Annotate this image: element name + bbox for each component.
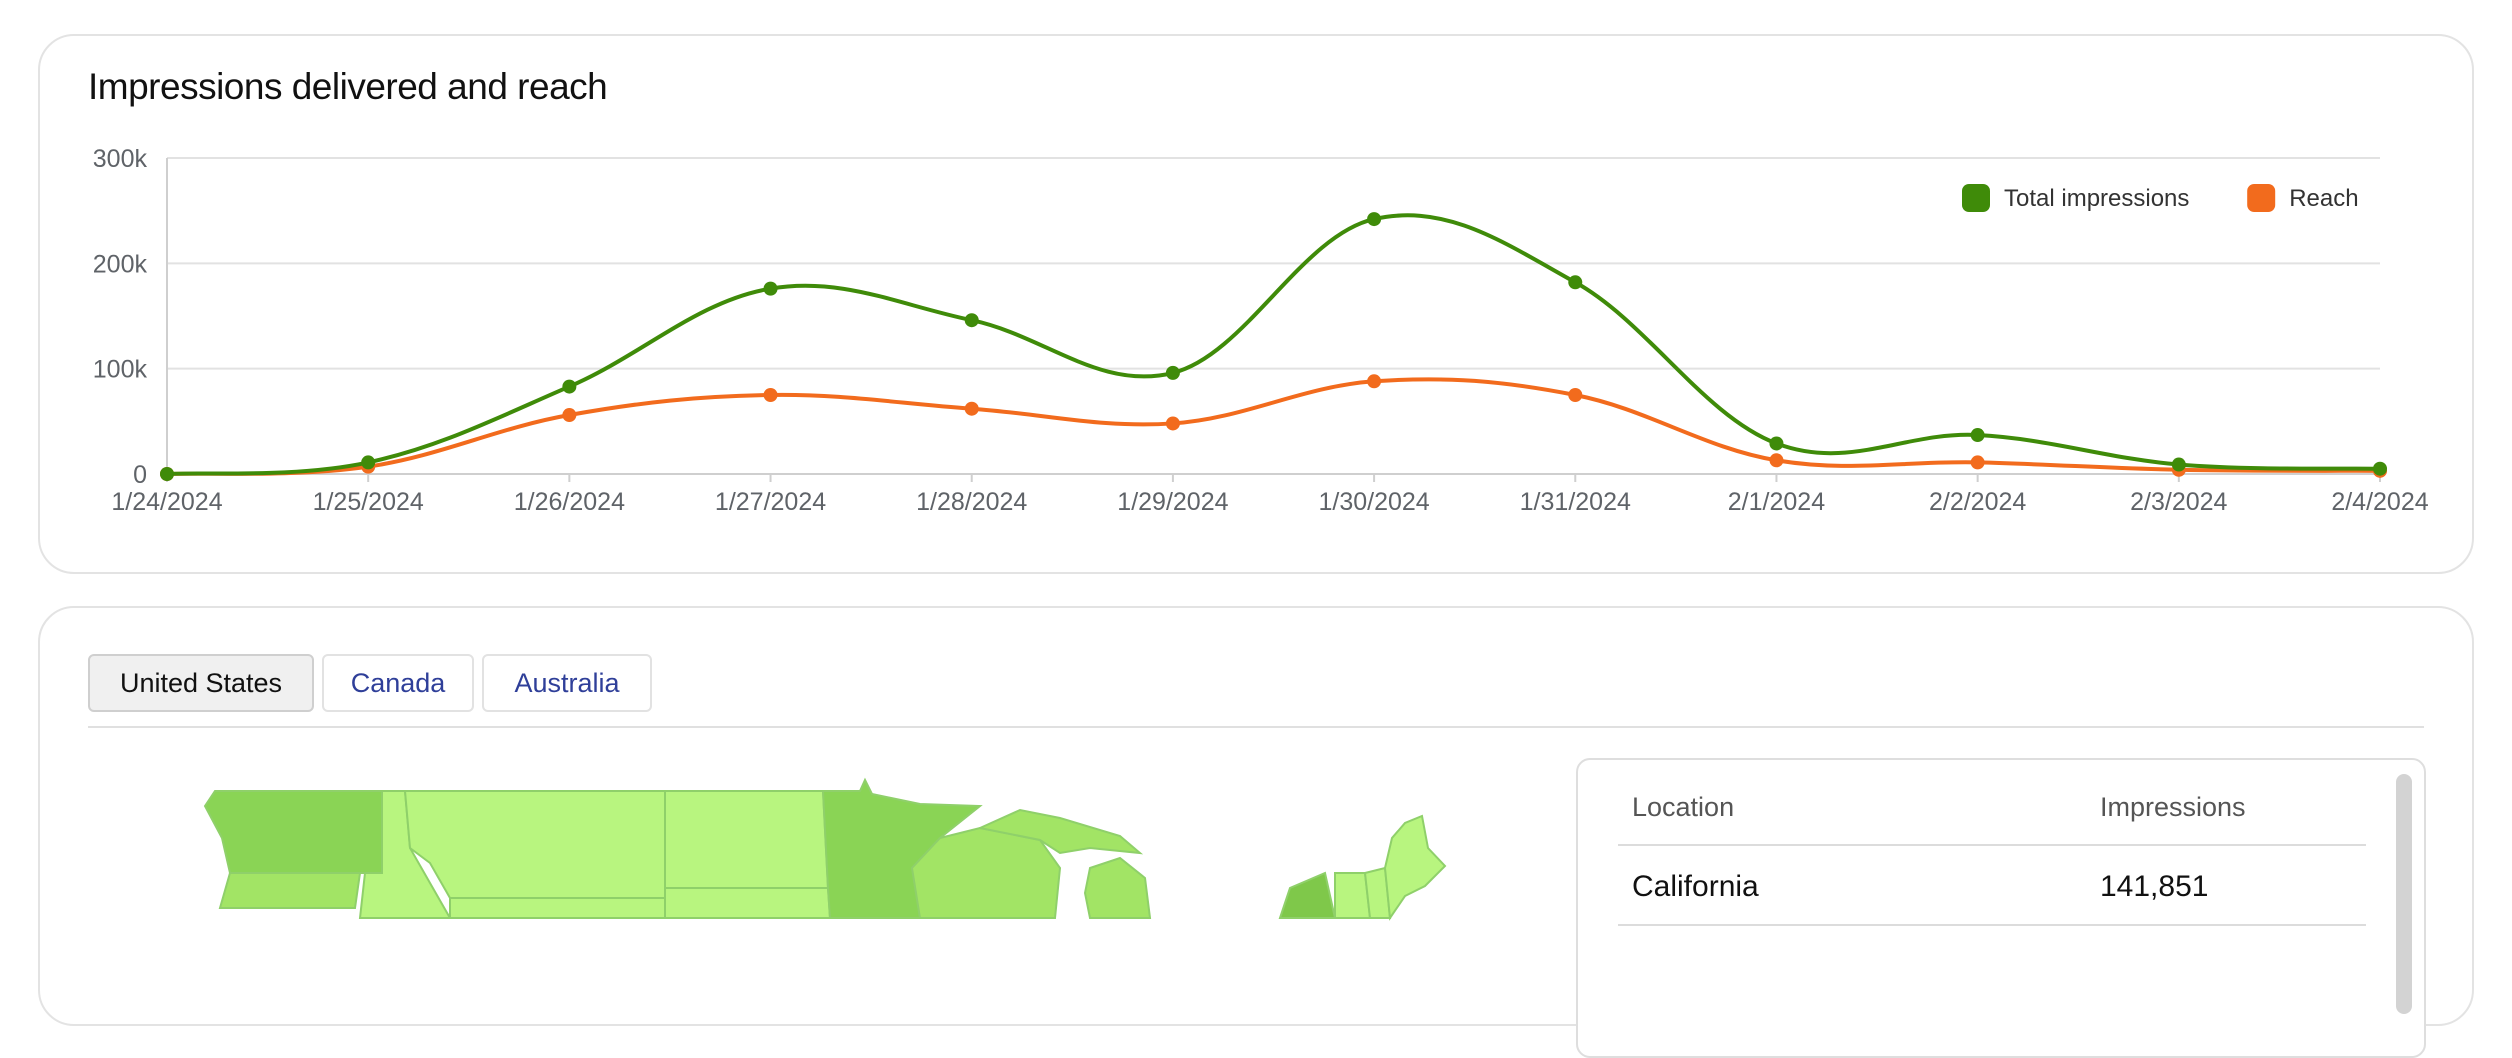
- x-tick-label: 1/31/2024: [1520, 488, 1631, 516]
- map-region-south-dakota: [664, 887, 832, 919]
- data-point-total-impressions: [1568, 275, 1583, 290]
- y-tick-label: 0: [133, 461, 147, 489]
- data-point-total-impressions: [361, 455, 376, 470]
- series-line-reach: [166, 377, 2381, 476]
- row-location: California: [1632, 870, 1759, 903]
- data-point-total-impressions: [964, 313, 979, 328]
- data-point-reach: [1568, 388, 1583, 402]
- x-tick-label: 1/24/2024: [111, 488, 222, 516]
- y-tick-label: 200k: [93, 250, 148, 278]
- data-point-total-impressions: [160, 467, 174, 481]
- data-point-total-impressions: [2171, 457, 2186, 472]
- data-point-reach: [1367, 374, 1382, 389]
- series-line-total-impressions: [166, 213, 2381, 476]
- data-point-reach: [1769, 453, 1784, 468]
- map-region-wyoming: [449, 897, 666, 919]
- data-point-reach: [964, 401, 979, 416]
- row-divider: [1618, 924, 2366, 926]
- line-chart: 0 100k 200k 300k 1/24/2024 1/25/2024 1/26/2024…: [93, 145, 2429, 516]
- map-region-minnesota: [821, 777, 983, 919]
- map-region-washington: [203, 790, 383, 874]
- y-tick-label: 300k: [93, 145, 148, 173]
- tab-australia[interactable]: Australia: [482, 654, 652, 712]
- tab-united-states[interactable]: United States: [88, 654, 314, 712]
- x-tick-label: 1/30/2024: [1318, 488, 1429, 516]
- data-point-total-impressions: [1970, 428, 1985, 443]
- row-impressions: 141,851: [2100, 870, 2209, 903]
- data-point-total-impressions: [562, 379, 577, 394]
- x-tick-label: 1/25/2024: [313, 488, 424, 516]
- data-point-reach: [562, 408, 577, 423]
- data-point-total-impressions: [1367, 212, 1382, 227]
- map-region-michigan-upper: [976, 808, 1144, 855]
- data-point-total-impressions: [1165, 365, 1180, 380]
- impressions-chart-card: Impressions delivered and reach: [38, 34, 2474, 574]
- x-tick-label: 2/3/2024: [2130, 488, 2227, 516]
- data-point-total-impressions: [1769, 436, 1784, 451]
- data-point-total-impressions: [763, 281, 778, 296]
- x-tick-label: 2/1/2024: [1728, 488, 1825, 516]
- map-region-oregon: [218, 872, 362, 909]
- map-region-new-york: [1278, 871, 1337, 919]
- data-point-reach: [1165, 416, 1180, 431]
- header-divider: [1618, 844, 2366, 846]
- x-tick-label: 1/28/2024: [916, 488, 1027, 516]
- us-choropleth-map[interactable]: [160, 768, 1520, 1028]
- tab-canada[interactable]: Canada: [322, 654, 474, 712]
- locations-table: Location Impressions California 141,851: [1576, 758, 2426, 1058]
- data-point-total-impressions: [2373, 461, 2387, 476]
- x-tick-label: 2/4/2024: [2331, 488, 2428, 516]
- y-tick-label: 100k: [93, 356, 148, 384]
- legend-swatch-total-impressions: [1962, 184, 1990, 212]
- x-tick-label: 1/26/2024: [514, 488, 625, 516]
- column-header-impressions[interactable]: Impressions: [2100, 792, 2246, 822]
- chart-title: Impressions delivered and reach: [88, 66, 608, 107]
- x-tick-label: 1/27/2024: [715, 488, 826, 516]
- table-scrollbar[interactable]: [2396, 774, 2412, 1014]
- legend-label-total-impressions: Total impressions: [2004, 185, 2189, 212]
- map-region-maine: [1383, 814, 1447, 921]
- legend-swatch-reach: [2247, 184, 2276, 212]
- map-region-montana: [403, 790, 666, 899]
- tab-divider: [88, 726, 2424, 728]
- map-region-michigan-lower: [1083, 856, 1152, 919]
- data-point-reach: [763, 388, 778, 402]
- x-tick-label: 2/2/2024: [1929, 488, 2026, 516]
- column-header-location[interactable]: Location: [1632, 792, 1735, 822]
- map-region-north-dakota: [664, 790, 830, 889]
- legend-label-reach: Reach: [2289, 185, 2358, 212]
- location-map-card: United States Canada Australia Location …: [38, 606, 2474, 1058]
- data-point-reach: [1970, 455, 1985, 470]
- x-tick-label: 1/29/2024: [1117, 488, 1228, 516]
